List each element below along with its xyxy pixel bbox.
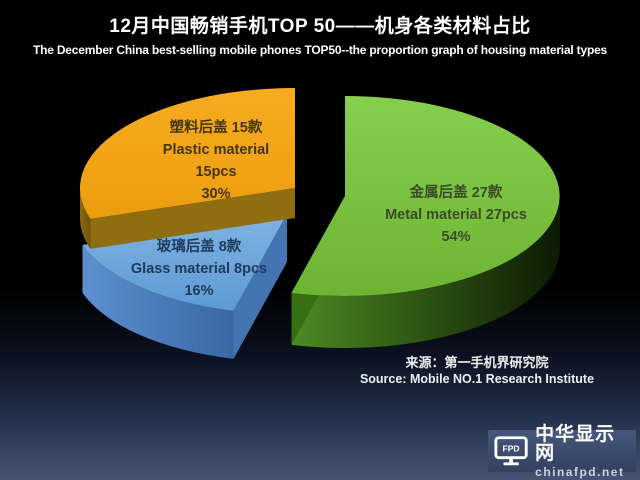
pie-slice-plastic-cut xyxy=(90,188,295,249)
pie-slice-glass-side xyxy=(82,244,234,359)
label-metal: 金属后盖 27款 Metal material 27pcs 54% xyxy=(385,182,527,248)
source-line-zh: 来源：第一手机界研究院 xyxy=(405,355,549,370)
monitor-icon: FPD xyxy=(494,435,528,465)
label-plastic-en: Plastic material xyxy=(162,142,270,158)
watermark-chinafpd: FPD 中华显示网 chinafpd.net xyxy=(488,425,636,478)
monitor-icon-fpd-text: FPD xyxy=(503,443,520,453)
label-metal-zh: 金属后盖 27款 xyxy=(409,185,503,201)
label-plastic-zh: 塑料后盖 15款 xyxy=(169,120,263,136)
label-glass: 玻璃后盖 8款 Glass material 8pcs 16% xyxy=(131,236,267,302)
header: 12月中国畅销手机TOP 50——机身各类材料占比 The December C… xyxy=(0,0,640,57)
watermark-text: 中华显示网 chinafpd.net xyxy=(535,425,630,478)
watermark-site-name: 中华显示网 xyxy=(535,423,616,464)
pie-slice-plastic-side xyxy=(79,188,91,249)
pie-slice-metal-top xyxy=(291,96,560,296)
page-title: 12月中国畅销手机TOP 50——机身各类材料占比 xyxy=(109,16,531,37)
chart-source: 来源：第一手机界研究院 Source: Mobile NO.1 Research… xyxy=(307,354,640,387)
pie-slice-plastic-top xyxy=(79,87,296,219)
label-plastic-pct: 30% xyxy=(201,186,231,202)
label-glass-en: Glass material 8pcs xyxy=(130,261,268,277)
label-metal-en: Metal material 27pcs xyxy=(385,207,527,223)
label-plastic: 塑料后盖 15款 Plastic material 15pcs 30% xyxy=(163,117,269,205)
source-line-en: Source: Mobile NO.1 Research Institute xyxy=(359,372,595,386)
page-subtitle: The December China best-selling mobile p… xyxy=(32,43,608,57)
label-glass-zh: 玻璃后盖 8款 xyxy=(156,239,242,255)
label-metal-pct: 54% xyxy=(441,229,471,245)
pie-slice-metal-side xyxy=(291,196,561,349)
label-glass-pct: 16% xyxy=(184,283,214,299)
watermark-site-domain: chinafpd.net xyxy=(535,464,625,479)
label-plastic-pcs: 15pcs xyxy=(195,164,237,180)
pie-slice-glass-cut xyxy=(233,214,287,359)
